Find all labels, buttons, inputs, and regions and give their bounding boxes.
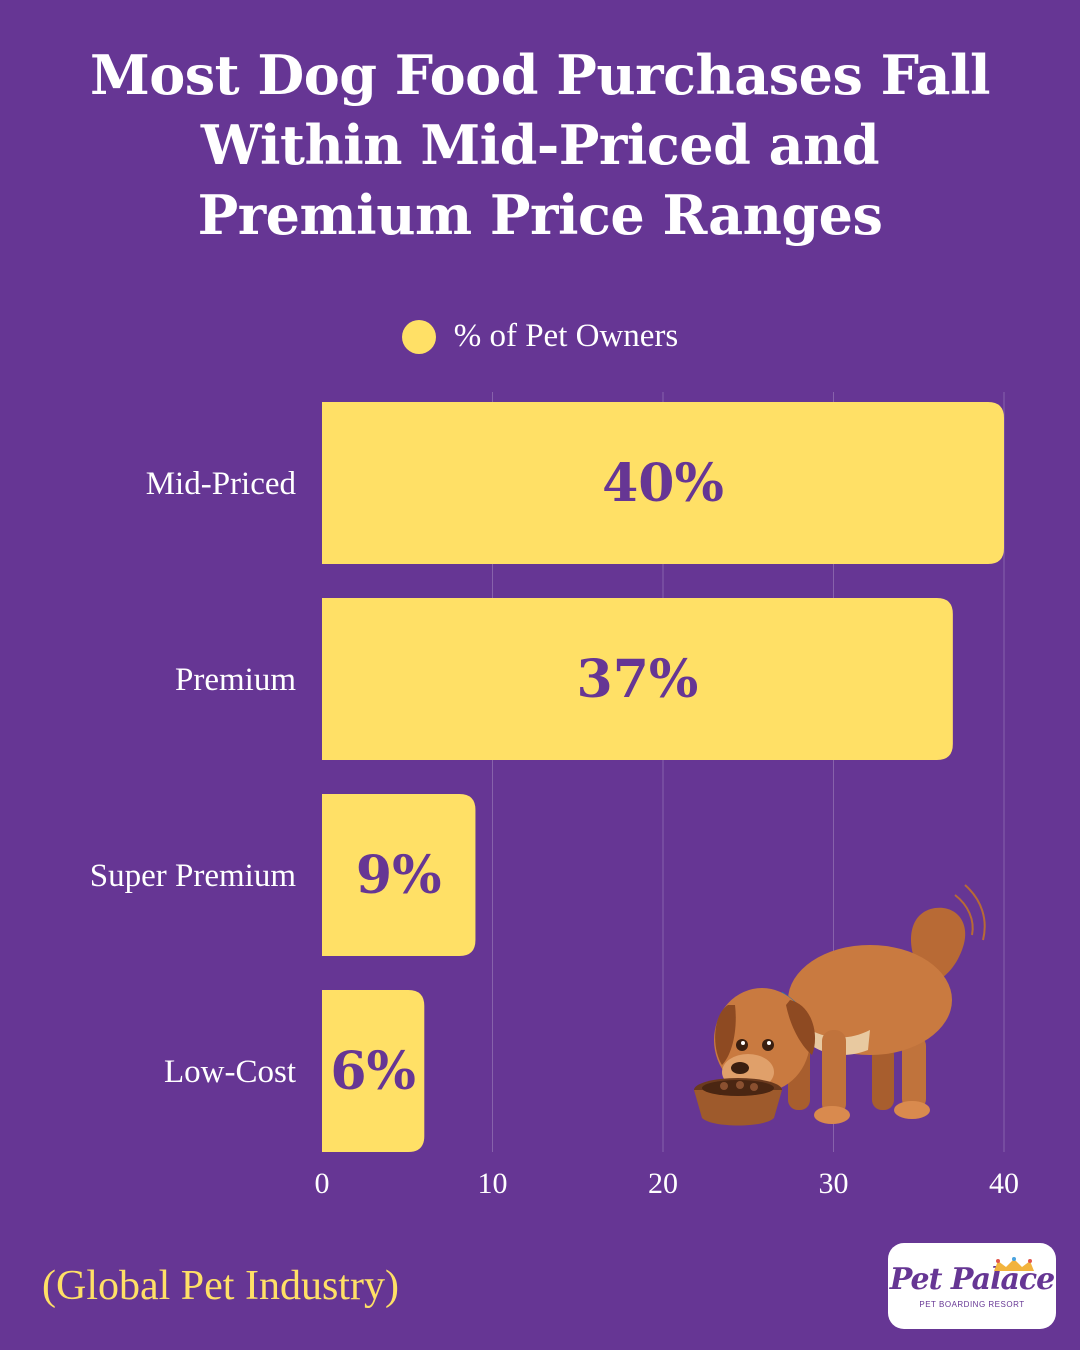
category-labels: Mid-Priced Premium Super Premium Low-Cost [90,466,297,1090]
data-label: 9% [356,845,442,906]
x-tick-label: 20 [648,1167,678,1200]
category-label: Mid-Priced [146,466,297,502]
bar-mid-priced [322,402,1004,564]
logo-subtitle: PET BOARDING RESORT [919,1299,1025,1309]
data-label: 6% [330,1041,416,1102]
legend-label: % of Pet Owners [453,318,679,354]
title-line-2: Within Mid-Priced and [200,113,880,177]
category-label: Super Premium [90,858,297,894]
source-note: (Global Pet Industry) [42,1263,399,1309]
x-tick-label: 10 [478,1167,508,1200]
x-tick-labels: 0 10 20 30 40 [315,1167,1020,1200]
dog-eating-illustration [694,884,986,1126]
x-tick-label: 0 [315,1167,330,1200]
bar-premium [322,598,953,760]
title-line-1: Most Dog Food Purchases Fall [89,43,991,107]
bar-low-cost [322,990,425,1152]
legend-swatch [401,319,436,354]
category-label: Premium [175,662,296,698]
crown-icon [994,1257,1034,1271]
data-label: 40% [602,453,724,514]
bar-super-premium [322,794,476,956]
bars [322,402,1004,1152]
title-line-3: Premium Price Ranges [197,183,883,247]
x-tick-label: 40 [989,1167,1019,1200]
data-label: 37% [577,649,699,710]
brand-logo: Pet Palace PET BOARDING RESORT [888,1243,1056,1329]
chart-title: Most Dog Food Purchases Fall Within Mid-… [40,40,1040,250]
category-label: Low-Cost [164,1054,296,1090]
bar-labels: 40% 37% 9% 6% [330,453,724,1102]
bar-chart: 40% 37% 9% 6% Mid-Priced Premium Super Premiu… [90,392,1020,1200]
legend: % of Pet Owners [0,318,1080,355]
x-tick-label: 30 [819,1167,849,1200]
